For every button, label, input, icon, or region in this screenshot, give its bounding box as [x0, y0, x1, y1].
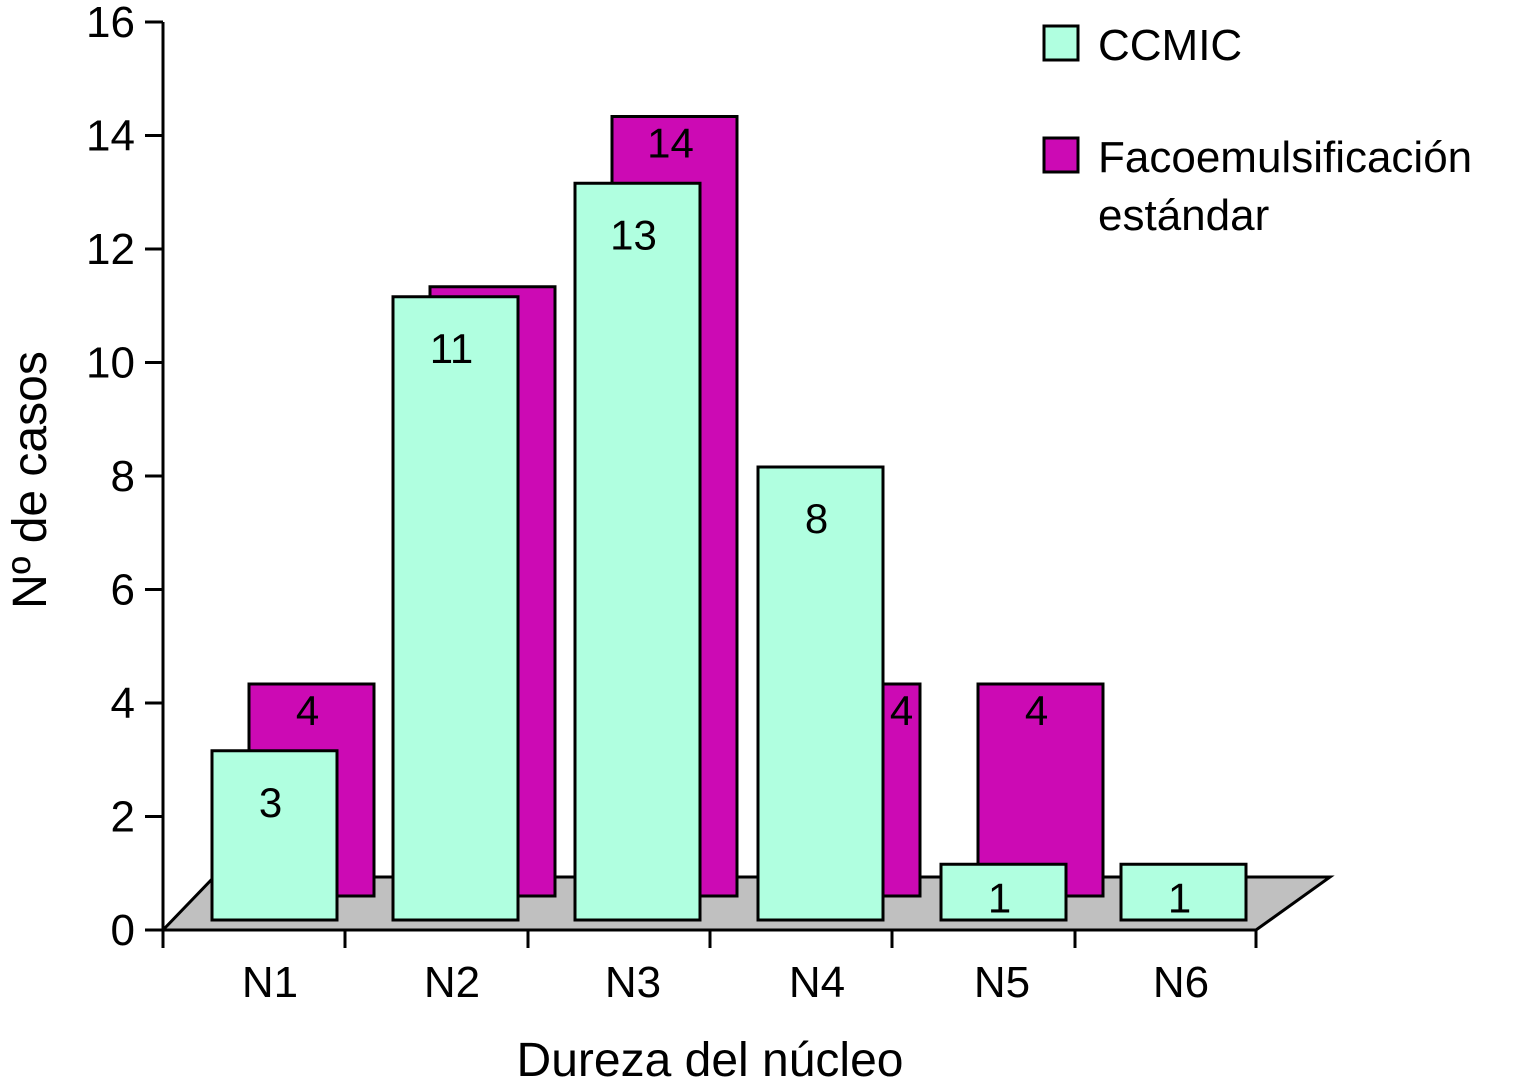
x-tick-label: N3	[605, 958, 661, 1007]
y-tick-label: 6	[111, 566, 135, 615]
legend-label-facoemulsificacion-line2: estándar	[1098, 191, 1269, 240]
y-tick-label: 4	[111, 679, 135, 728]
x-axis-title: Dureza del núcleo	[517, 1034, 904, 1087]
y-tick-label: 12	[86, 225, 135, 274]
bar-facoemulsificacion-estandar-n5	[976, 682, 1105, 898]
legend-swatch-facoemulsificacion	[1042, 136, 1080, 174]
data-label-ccmic-n6: 1	[1168, 874, 1191, 921]
data-label-ccmic-n2: 11	[430, 325, 474, 372]
bar-ccmic-n4	[756, 465, 885, 922]
y-axis: 0 2 4 6 8 10 12 14 16	[86, 0, 165, 955]
x-tick-label: N1	[242, 958, 298, 1007]
data-label-ccmic-n5: 1	[988, 874, 1011, 921]
y-tick-label: 0	[111, 906, 135, 955]
y-tick-label: 14	[86, 112, 135, 161]
bar-ccmic-n3	[573, 181, 702, 922]
bar-ccmic-n6	[1119, 862, 1248, 922]
data-label-facoemulsificacion-estandar-n1: 4	[296, 687, 319, 734]
x-tick-label: N5	[974, 958, 1030, 1007]
data-label-facoemulsificacion-estandar-n4: 4	[890, 687, 913, 734]
y-tick-label: 8	[111, 452, 135, 501]
data-label-ccmic-n3: 13	[610, 211, 657, 258]
y-tick-label: 2	[111, 793, 135, 842]
data-label-ccmic-n1: 3	[259, 779, 282, 826]
bar-ccmic-n2	[391, 295, 520, 922]
x-tick-label: N6	[1153, 958, 1209, 1007]
y-tick-label: 10	[86, 339, 135, 388]
bar-ccmic-n1	[210, 749, 339, 922]
data-label-ccmic-n4: 8	[805, 495, 828, 542]
series-ccmic-bars	[210, 181, 1248, 922]
data-label-facoemulsificacion-estandar-n5: 4	[1025, 687, 1048, 734]
bar-ccmic-n5	[939, 862, 1068, 922]
y-axis-title: Nº de casos	[4, 351, 57, 609]
legend: CCMIC Facoemulsificación estándar	[1042, 21, 1472, 240]
legend-label-ccmic: CCMIC	[1098, 21, 1242, 70]
legend-label-facoemulsificacion-line1: Facoemulsificación	[1098, 133, 1472, 182]
y-tick-label: 16	[86, 0, 135, 47]
data-label-facoemulsificacion-estandar-n3: 14	[647, 120, 694, 167]
x-axis: N1 N2 N3 N4 N5 N6	[161, 928, 1258, 1007]
x-tick-label: N2	[424, 958, 480, 1007]
legend-swatch-ccmic	[1042, 24, 1080, 62]
x-tick-label: N4	[789, 958, 845, 1007]
